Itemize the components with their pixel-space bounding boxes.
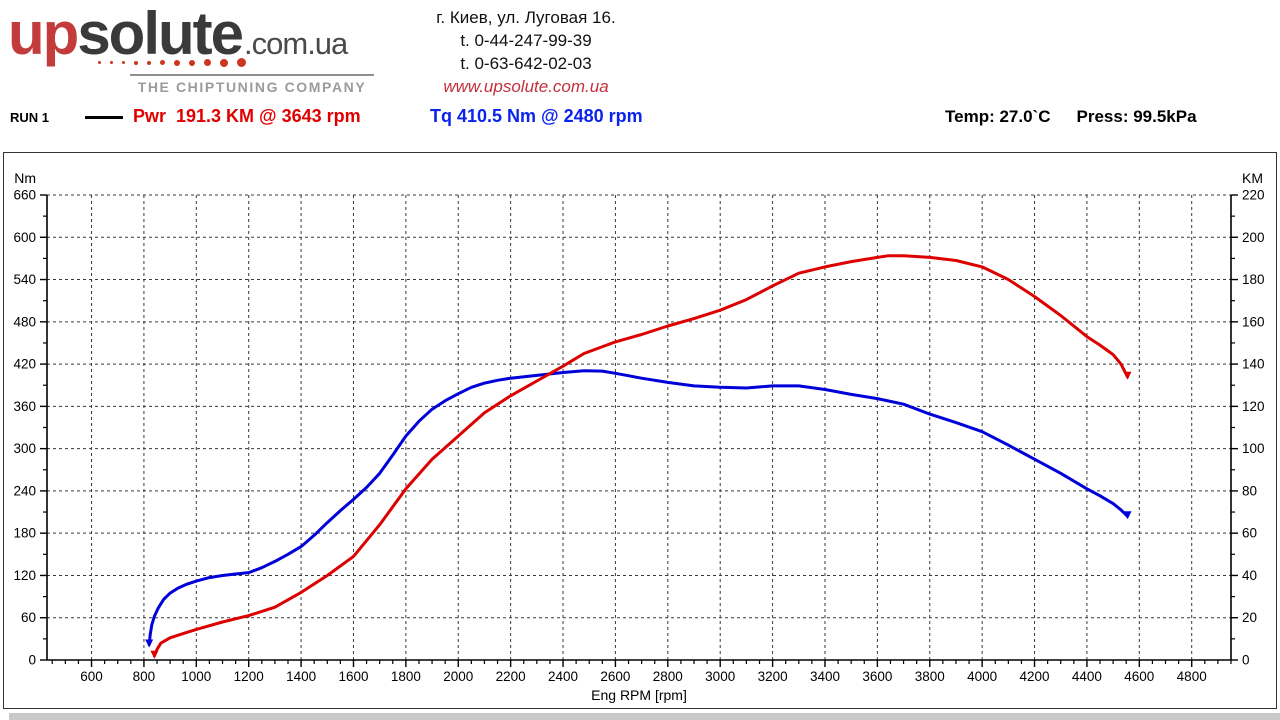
x-tick-label: 2400 bbox=[548, 669, 578, 684]
logo-solute: solute bbox=[77, 0, 244, 67]
address-line: г. Киев, ул. Луговая 16. bbox=[436, 8, 616, 27]
y-right-tick-label: 120 bbox=[1242, 399, 1265, 414]
x-tick-label: 600 bbox=[80, 669, 103, 684]
y-right-tick-label: 140 bbox=[1242, 357, 1265, 372]
y-left-tick-label: 360 bbox=[13, 399, 36, 414]
y-left-tick-label: 0 bbox=[28, 653, 36, 668]
x-tick-label: 2000 bbox=[443, 669, 473, 684]
x-tick-label: 4200 bbox=[1020, 669, 1050, 684]
y-left-tick-label: 540 bbox=[13, 272, 36, 287]
y-left-tick-label: 480 bbox=[13, 314, 36, 329]
y-left-axis-unit: Nm bbox=[14, 170, 36, 186]
logo-dot-icon bbox=[237, 58, 246, 67]
x-tick-label: 4800 bbox=[1177, 669, 1207, 684]
contact-block: г. Киев, ул. Луговая 16. t. 0-44-247-99-… bbox=[398, 6, 654, 98]
power-peak-readout: Pwr 191.3 KM @ 3643 rpm bbox=[133, 106, 361, 126]
x-tick-label: 1800 bbox=[391, 669, 421, 684]
power-curve bbox=[152, 254, 1129, 658]
logo-dot-icon bbox=[220, 58, 228, 67]
x-tick-label: 2600 bbox=[600, 669, 630, 684]
y-right-tick-label: 220 bbox=[1242, 188, 1265, 203]
logo-wordmark: up solute .com.ua bbox=[8, 0, 348, 67]
x-tick-label: 3600 bbox=[862, 669, 892, 684]
power-curve-end-arrow-icon bbox=[1123, 371, 1132, 380]
window-shadow bbox=[9, 713, 1280, 720]
x-tick-label: 3000 bbox=[705, 669, 735, 684]
y-left-tick-label: 120 bbox=[13, 568, 36, 583]
x-tick-label: 3200 bbox=[758, 669, 788, 684]
x-tick-label: 4000 bbox=[967, 669, 997, 684]
power-curve-start-arrow-icon bbox=[150, 650, 159, 659]
logo-dot-icon bbox=[189, 59, 195, 66]
x-tick-label: 3400 bbox=[810, 669, 840, 684]
pressure-value: Press: 99.5kPa bbox=[1076, 107, 1197, 126]
torque-curve bbox=[147, 369, 1129, 646]
x-axis-title: Eng RPM [rpm] bbox=[591, 687, 687, 703]
y-left-tick-label: 300 bbox=[13, 441, 36, 456]
website-link[interactable]: www.upsolute.com.ua bbox=[443, 77, 609, 96]
y-right-tick-label: 200 bbox=[1242, 230, 1265, 245]
logo-dot-icon bbox=[160, 60, 165, 65]
logo-dot-icon bbox=[204, 59, 211, 66]
logo-domain: .com.ua bbox=[244, 26, 348, 61]
x-tick-label: 1000 bbox=[181, 669, 211, 684]
x-tick-label: 2200 bbox=[496, 669, 526, 684]
y-right-tick-label: 180 bbox=[1242, 272, 1265, 287]
y-left-tick-label: 660 bbox=[13, 188, 36, 203]
y-left-tick-label: 600 bbox=[13, 230, 36, 245]
y-right-tick-label: 20 bbox=[1242, 610, 1257, 625]
y-right-tick-label: 80 bbox=[1242, 483, 1257, 498]
x-tick-label: 3800 bbox=[915, 669, 945, 684]
phone-line-1: t. 0-44-247-99-39 bbox=[460, 31, 592, 50]
x-tick-label: 1200 bbox=[234, 669, 264, 684]
temperature-value: Temp: 27.0`C bbox=[945, 107, 1051, 126]
logo-dot-icon bbox=[174, 59, 180, 66]
run-line-swatch-icon bbox=[85, 116, 123, 119]
x-tick-label: 1600 bbox=[338, 669, 368, 684]
y-right-tick-label: 100 bbox=[1242, 441, 1265, 456]
y-left-tick-label: 240 bbox=[13, 483, 36, 498]
x-tick-label: 800 bbox=[133, 669, 156, 684]
y-right-axis-unit: KM bbox=[1242, 170, 1263, 186]
logo-dot-icon bbox=[110, 61, 113, 64]
logo-dot-icon bbox=[134, 60, 138, 65]
x-tick-label: 4600 bbox=[1124, 669, 1154, 684]
logo-dot-icon bbox=[147, 60, 151, 65]
y-left-tick-label: 420 bbox=[13, 357, 36, 372]
logo-dots-icon bbox=[98, 58, 246, 67]
logo-tagline: THE CHIPTUNING COMPANY bbox=[130, 74, 374, 95]
y-right-tick-label: 160 bbox=[1242, 314, 1265, 329]
y-right-tick-label: 60 bbox=[1242, 526, 1257, 541]
run-label: RUN 1 bbox=[10, 110, 50, 125]
y-right-tick-label: 40 bbox=[1242, 568, 1257, 583]
dyno-chart-frame: 0 60 120 180 240 300 360 420 480 540 600 660 0 20 40 60… bbox=[3, 152, 1277, 709]
environment-readout: Temp: 27.0`C Press: 99.5kPa bbox=[945, 107, 1197, 127]
torque-peak-readout: Tq 410.5 Nm @ 2480 rpm bbox=[430, 106, 643, 126]
torque-curve-end-arrow-icon bbox=[1123, 511, 1132, 520]
y-right-tick-label: 0 bbox=[1242, 653, 1250, 668]
x-tick-label: 2800 bbox=[653, 669, 683, 684]
torque-curve-start-arrow-icon bbox=[145, 639, 154, 648]
logo-dot-icon bbox=[98, 61, 101, 64]
logo-up: up bbox=[8, 0, 79, 67]
logo-dot-icon bbox=[122, 61, 125, 64]
x-tick-label: 1400 bbox=[286, 669, 316, 684]
y-left-tick-label: 60 bbox=[21, 610, 36, 625]
x-tick-label: 4400 bbox=[1072, 669, 1102, 684]
dyno-chart: 0 60 120 180 240 300 360 420 480 540 600 660 0 20 40 60… bbox=[13, 170, 1265, 703]
phone-line-2: t. 0-63-642-02-03 bbox=[460, 54, 592, 73]
y-left-tick-label: 180 bbox=[13, 526, 36, 541]
